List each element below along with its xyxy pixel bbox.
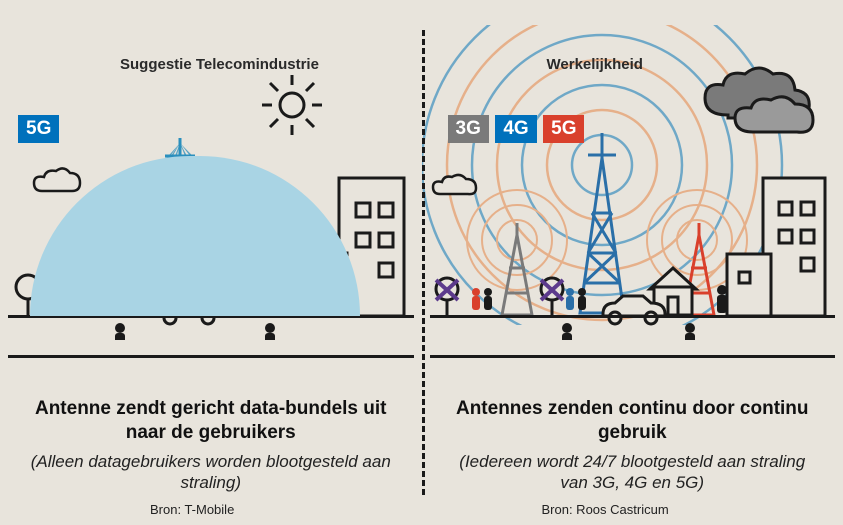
right-badges: 3G 4G 5G bbox=[448, 115, 587, 143]
badge-5g-right: 5G bbox=[543, 115, 584, 143]
left-source: Bron: T-Mobile bbox=[150, 502, 234, 517]
panel-reality: Werkelijkheid 3G 4G 5G bbox=[422, 0, 843, 525]
right-subtitle: Werkelijkheid bbox=[547, 56, 643, 73]
right-ground-2 bbox=[430, 355, 836, 358]
left-headline: Antenne zendt gericht data-bundels uit n… bbox=[24, 397, 398, 445]
left-caption: (Alleen datagebruikers worden blootgeste… bbox=[24, 451, 398, 494]
right-source: Bron: Roos Castricum bbox=[542, 502, 669, 517]
right-ground bbox=[430, 315, 836, 318]
badge-5g-left: 5G bbox=[18, 115, 59, 143]
left-ground-2 bbox=[8, 355, 414, 358]
badge-3g: 3G bbox=[448, 115, 489, 143]
left-scene bbox=[0, 80, 422, 340]
left-subtitle: Suggestie Telecomindustrie bbox=[120, 56, 319, 73]
right-headline: Antennes zenden continu door continu geb… bbox=[446, 397, 820, 445]
badge-4g: 4G bbox=[495, 115, 536, 143]
left-text: Antenne zendt gericht data-bundels uit n… bbox=[0, 397, 422, 493]
panel-divider bbox=[422, 30, 425, 495]
panel-suggestion: Suggestie Telecomindustrie 5G bbox=[0, 0, 422, 525]
left-badges: 5G bbox=[18, 115, 61, 143]
right-text: Antennes zenden continu door continu geb… bbox=[422, 397, 843, 493]
right-caption: (Iedereen wordt 24/7 blootgesteld aan st… bbox=[446, 451, 820, 494]
